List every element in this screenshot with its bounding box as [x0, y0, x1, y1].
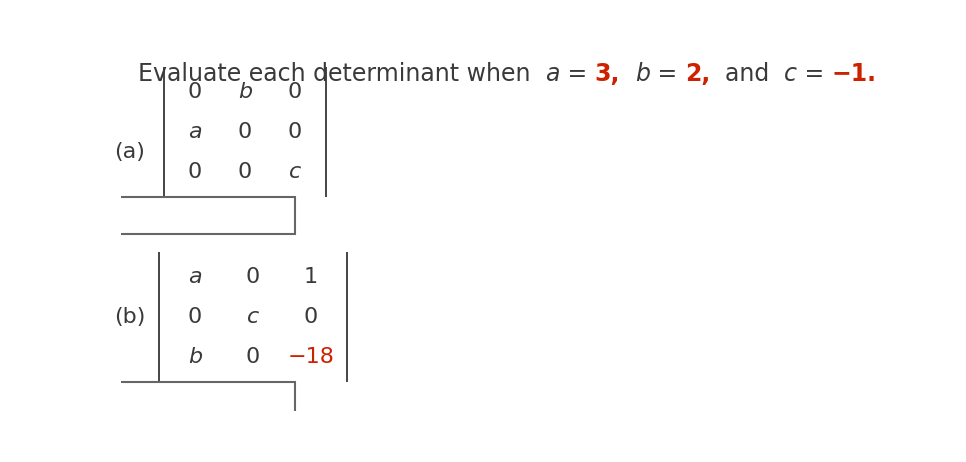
Text: 0: 0: [246, 267, 260, 287]
Text: 0: 0: [238, 122, 252, 142]
Text: 0: 0: [246, 347, 260, 367]
Text: =: =: [650, 62, 685, 86]
Text: 2,: 2,: [685, 62, 710, 86]
Text: a: a: [188, 267, 202, 287]
Text: 1: 1: [304, 267, 318, 287]
Text: a: a: [545, 62, 560, 86]
Bar: [100, 382, 295, 419]
Text: =: =: [560, 62, 594, 86]
Text: b: b: [188, 347, 202, 367]
Text: b: b: [238, 82, 252, 102]
Text: b: b: [635, 62, 650, 86]
Text: and: and: [710, 62, 784, 86]
Text: c: c: [784, 62, 797, 86]
Text: c: c: [247, 307, 259, 327]
Text: 0: 0: [187, 162, 202, 182]
Text: 0: 0: [288, 122, 302, 142]
Text: 0: 0: [288, 82, 302, 102]
Text: (a): (a): [115, 142, 146, 162]
Text: −1.: −1.: [832, 62, 877, 86]
Text: (b): (b): [114, 307, 146, 327]
Text: =: =: [797, 62, 832, 86]
Text: Evaluate each determinant when: Evaluate each determinant when: [138, 62, 545, 86]
Text: a: a: [188, 122, 202, 142]
Text: c: c: [289, 162, 301, 182]
Text: 0: 0: [187, 82, 202, 102]
Text: 3,: 3,: [594, 62, 620, 86]
Text: 0: 0: [187, 307, 202, 327]
Text: 0: 0: [238, 162, 252, 182]
Text: −18: −18: [288, 347, 334, 367]
Bar: [100, 197, 295, 234]
Text: 0: 0: [304, 307, 318, 327]
